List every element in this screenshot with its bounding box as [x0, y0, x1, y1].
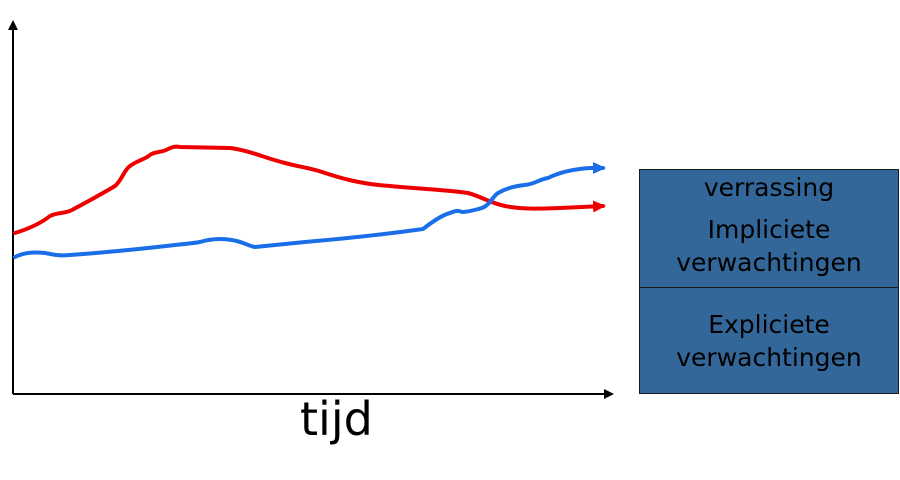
legend-box-impliciete-verwachtingen: Impliciete verwachtingen: [639, 205, 899, 288]
red-curve: [13, 144, 606, 235]
legend-label-verrassing: verrassing: [703, 173, 835, 202]
legend-box-expliciete-verwachtingen: Expliciete verwachtingen: [639, 287, 899, 394]
legend-label-expliciete-verwachtingen: Expliciete verwachtingen: [676, 309, 862, 372]
legend-label-impliciete-verwachtingen: Impliciete verwachtingen: [676, 215, 862, 277]
x-axis-label: tijd: [300, 392, 373, 446]
blue-curve: [13, 162, 606, 259]
legend-box-verrassing: verrassing: [639, 169, 899, 206]
